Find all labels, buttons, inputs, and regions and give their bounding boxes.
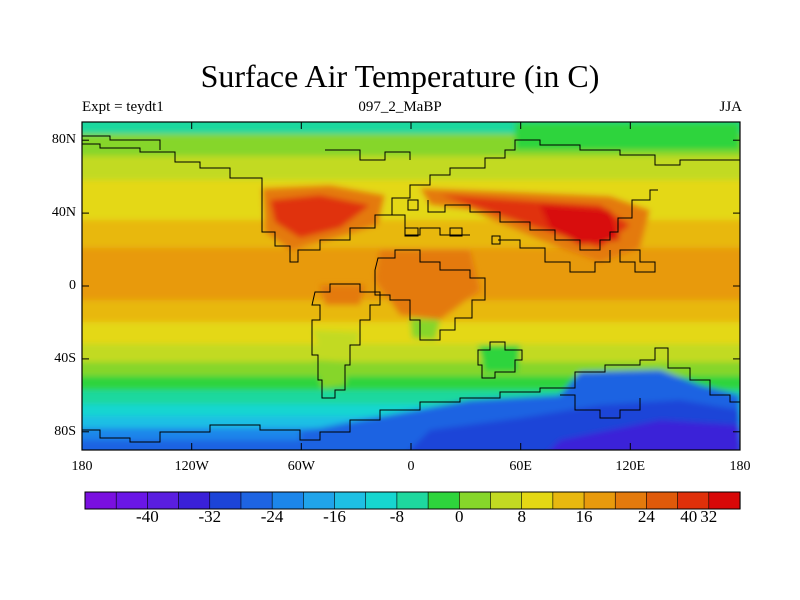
island-east (619, 249, 656, 273)
temperature-field (82, 122, 740, 450)
antarctic-cold-3 (550, 420, 740, 450)
island-4 (407, 199, 419, 211)
arctic-landmass (515, 122, 740, 150)
northern-coastline (82, 139, 740, 263)
coastlines (82, 135, 740, 443)
y-label-40s: 40S (54, 351, 76, 366)
x-label-120w: 120W (174, 459, 209, 474)
antarctic-coast (82, 347, 740, 443)
colorbar-label-32: 32 (700, 507, 718, 526)
antarctic-inlet (560, 394, 641, 419)
colorbar-cell (84, 491, 117, 510)
island-1 (404, 227, 419, 237)
band-north-subtropic (82, 220, 740, 248)
greenland-coast (325, 149, 411, 161)
band-south-mid (82, 344, 740, 362)
patagonia-cold (315, 360, 350, 388)
colorbar-frame (84, 491, 741, 510)
island-3 (491, 235, 501, 245)
experiment-label: Expt = teydt1 (82, 99, 164, 115)
africa-coast (374, 249, 486, 341)
axis-ticks (81, 122, 741, 450)
colorbar-label-16: 16 (575, 507, 593, 526)
arctic-coast-west (82, 135, 161, 150)
x-label-180w: 180 (71, 459, 93, 474)
y-label-0: 0 (69, 278, 76, 293)
colorbar-label-24: 24 (637, 507, 655, 526)
plot-title: Surface Air Temperature (in C) (200, 58, 600, 94)
y-label-80n: 80N (51, 132, 76, 147)
colorbar-label-m8: -8 (389, 507, 404, 526)
africa-warm (375, 250, 480, 320)
colorbar-cells (84, 491, 741, 510)
colorbar-label-m40: -40 (136, 507, 159, 526)
asia-south-coast (498, 239, 611, 273)
season-label: JJA (719, 99, 742, 115)
southern-landmass-cool (478, 345, 520, 372)
x-label-60e: 60E (509, 459, 532, 474)
x-label-60w: 60W (287, 459, 315, 474)
colorbar-label-m24: -24 (260, 507, 284, 526)
colorbar-label-m16: -16 (323, 507, 346, 526)
band-south-temperate (82, 322, 740, 344)
colorbar-label-0: 0 (455, 507, 464, 526)
x-label-120e: 120E (615, 459, 646, 474)
south-america-warm (320, 285, 365, 305)
south-america-cool (312, 330, 360, 360)
colorbar-label-8: 8 (517, 507, 526, 526)
x-label-0: 0 (407, 459, 415, 474)
x-label-180e: 180 (729, 459, 751, 474)
y-label-80s: 80S (54, 424, 76, 439)
period-label: 097_2_MaBP (358, 99, 442, 115)
tethys-north-coast (427, 189, 658, 251)
southern-landmass-coast (477, 341, 523, 379)
eurasia-hottest (540, 205, 620, 245)
colorbar-label-m32: -32 (198, 507, 222, 526)
southern-africa-cool (410, 318, 440, 340)
south-america-coast (311, 283, 381, 399)
north-america-hot (270, 195, 370, 238)
tethys-west-coast (392, 214, 470, 236)
colorbar (84, 491, 741, 510)
colorbar-label-40: 40 (680, 507, 698, 526)
island-2 (449, 227, 463, 237)
band-north-mid (82, 156, 740, 180)
y-label-40n: 40N (51, 205, 76, 220)
